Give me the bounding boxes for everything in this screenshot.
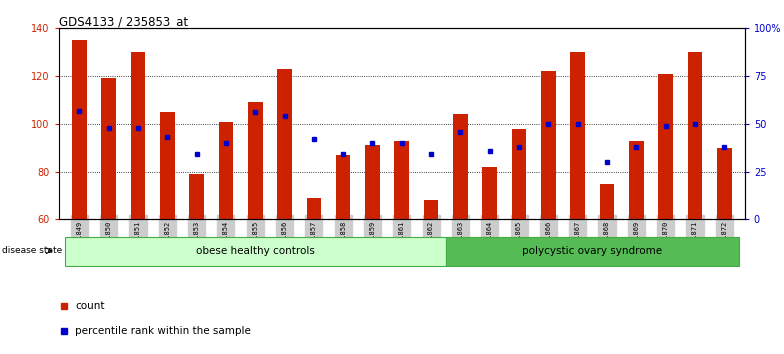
Text: disease state: disease state xyxy=(2,246,63,255)
Text: percentile rank within the sample: percentile rank within the sample xyxy=(75,326,251,336)
Bar xyxy=(453,114,468,219)
Bar xyxy=(659,74,673,219)
Bar xyxy=(394,141,409,219)
Bar xyxy=(307,198,321,219)
Bar xyxy=(424,200,438,219)
Bar xyxy=(336,155,350,219)
Bar xyxy=(482,167,497,219)
Bar xyxy=(688,52,702,219)
Bar xyxy=(278,69,292,219)
Bar xyxy=(717,148,731,219)
Text: GDS4133 / 235853_at: GDS4133 / 235853_at xyxy=(59,15,188,28)
Bar xyxy=(160,112,175,219)
Text: polycystic ovary syndrome: polycystic ovary syndrome xyxy=(522,246,662,256)
Bar xyxy=(571,52,585,219)
Bar xyxy=(219,121,233,219)
Bar xyxy=(189,174,204,219)
Text: count: count xyxy=(75,301,105,310)
Bar xyxy=(512,129,526,219)
Bar xyxy=(365,145,379,219)
Bar xyxy=(248,102,263,219)
Text: obese healthy controls: obese healthy controls xyxy=(196,246,314,256)
Bar xyxy=(446,237,739,266)
Bar xyxy=(101,79,116,219)
Bar xyxy=(131,52,145,219)
Bar xyxy=(541,72,556,219)
Bar xyxy=(72,40,87,219)
Bar xyxy=(629,141,644,219)
Bar xyxy=(600,184,615,219)
Bar xyxy=(64,237,446,266)
